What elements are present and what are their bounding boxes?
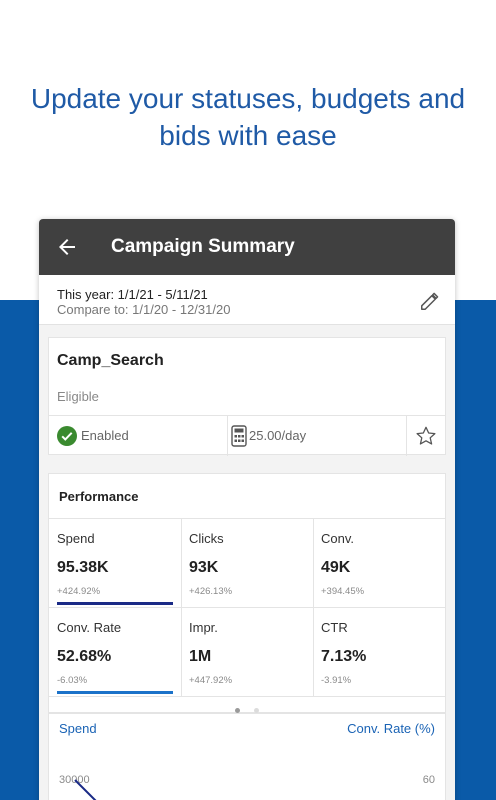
- metric-value: 93K: [189, 559, 219, 576]
- right-axis-tick: 60: [422, 774, 435, 786]
- metric-change: +424.92%: [57, 586, 101, 597]
- performance-title: Performance: [59, 489, 139, 504]
- date-range-row[interactable]: This year: 1/1/21 - 5/11/21 Compare to: …: [39, 275, 455, 325]
- metric-value: 7.13%: [321, 648, 367, 665]
- metric-change: +447.92%: [189, 675, 233, 686]
- calculator-icon[interactable]: [231, 425, 247, 447]
- trend-chart: [74, 779, 97, 800]
- metric-label: Spend: [57, 531, 95, 546]
- metric-spend[interactable]: Spend 95.38K +424.92%: [49, 519, 181, 607]
- left-axis-tick: 30000: [59, 774, 90, 786]
- metric-value: 49K: [321, 559, 351, 576]
- check-circle-icon[interactable]: [57, 426, 77, 446]
- phone-screen: Campaign Summary This year: 1/1/21 - 5/1…: [39, 219, 455, 800]
- metric-change: +394.45%: [321, 586, 365, 597]
- divider: [49, 607, 445, 608]
- campaign-controls-row: Enabled 25.00/day: [49, 415, 445, 456]
- headline-line-1: Update your statuses, budgets and: [30, 83, 466, 114]
- divider: [49, 696, 445, 697]
- metric-conv-rate[interactable]: Conv. Rate 52.68% -6.03%: [49, 608, 181, 696]
- campaign-state[interactable]: Enabled: [81, 428, 129, 443]
- trend-chart-card: Spend Conv. Rate (%) 30000 60: [48, 713, 446, 800]
- divider: [227, 416, 228, 456]
- metric-label: Conv. Rate: [57, 620, 122, 635]
- page-title: Campaign Summary: [111, 236, 295, 257]
- divider: [406, 416, 407, 456]
- metric-ctr[interactable]: CTR 7.13% -3.91%: [313, 608, 445, 696]
- metric-label: Clicks: [189, 531, 224, 546]
- promo-headline: Update your statuses, budgets and bids w…: [0, 80, 496, 154]
- app-bar: Campaign Summary: [39, 219, 455, 275]
- page-indicator: [49, 700, 445, 718]
- performance-card: Performance Spend 95.38K +424.92% Clicks…: [48, 473, 446, 713]
- conv-rate-series-label[interactable]: Conv. Rate (%): [347, 721, 435, 736]
- metric-change: +426.13%: [189, 586, 233, 597]
- metric-value: 95.38K: [57, 559, 109, 576]
- headline-line-2: bids with ease: [159, 120, 337, 151]
- metric-change: -3.91%: [321, 675, 352, 686]
- metric-impressions[interactable]: Impr. 1M +447.92%: [181, 608, 313, 696]
- pencil-icon[interactable]: [419, 290, 441, 312]
- this-year-range: This year: 1/1/21 - 5/11/21: [57, 287, 208, 302]
- campaign-name[interactable]: Camp_Search: [57, 352, 164, 369]
- star-outline-icon[interactable]: [415, 425, 437, 447]
- selected-series-bar: [57, 691, 173, 694]
- metric-conv[interactable]: Conv. 49K +394.45%: [313, 519, 445, 607]
- metric-label: Impr.: [189, 620, 218, 635]
- page-dot-active[interactable]: [235, 708, 240, 713]
- spend-series-label[interactable]: Spend: [59, 721, 97, 736]
- metric-clicks[interactable]: Clicks 93K +426.13%: [181, 519, 313, 607]
- metric-label: CTR: [321, 620, 348, 635]
- metric-value: 52.68%: [57, 648, 112, 665]
- page-dot[interactable]: [254, 708, 259, 713]
- metric-label: Conv.: [321, 531, 354, 546]
- selected-series-bar: [57, 602, 173, 605]
- spend-series-line: [74, 779, 97, 800]
- divider: [49, 518, 445, 519]
- campaign-card: Camp_Search Eligible Enabled 25.00/day: [48, 337, 446, 456]
- compare-range: Compare to: 1/1/20 - 12/31/20: [57, 302, 231, 317]
- metric-value: 1M: [189, 648, 212, 665]
- campaign-status-text: Eligible: [57, 389, 99, 404]
- back-arrow-icon[interactable]: [55, 235, 79, 259]
- campaign-budget[interactable]: 25.00/day: [249, 428, 307, 443]
- metric-change: -6.03%: [57, 675, 88, 686]
